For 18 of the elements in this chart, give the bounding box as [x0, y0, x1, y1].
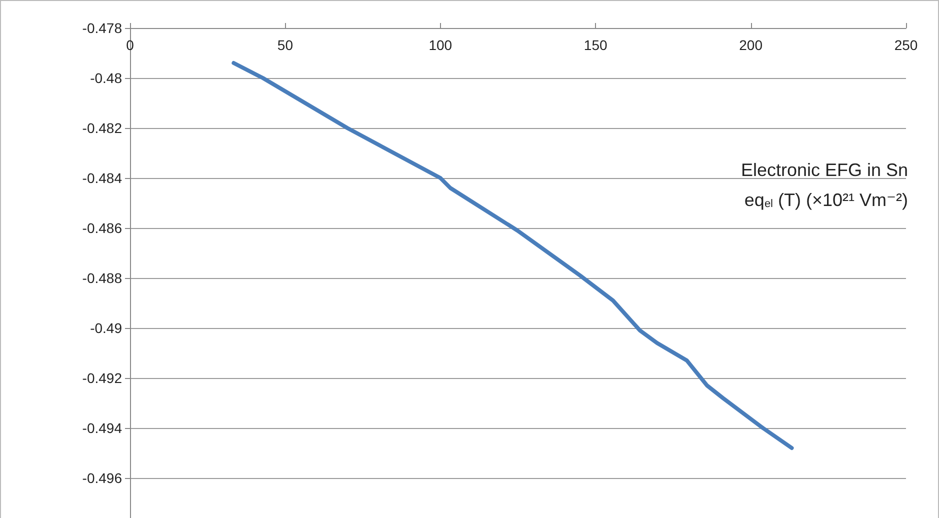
y-tick-label: -0.486 [82, 220, 122, 236]
x-tick-label: 150 [584, 37, 608, 53]
annotation: eqel (T) (×10²¹ Vm⁻²) [744, 190, 908, 210]
y-tick-label: -0.492 [82, 370, 122, 386]
y-tick-label: -0.49 [90, 320, 122, 336]
y-tick-label: -0.484 [82, 170, 122, 186]
y-tick-label: -0.478 [82, 20, 122, 36]
x-tick-label: 100 [428, 37, 452, 53]
x-tick-label: 50 [277, 37, 294, 53]
y-tick-label: -0.496 [82, 470, 122, 486]
x-tick-label: 250 [894, 37, 918, 53]
annotation: Electronic EFG in Sn [740, 160, 908, 180]
x-tick-label: 200 [739, 37, 763, 53]
x-tick-label: 0 [126, 37, 134, 53]
y-tick-label: -0.494 [82, 420, 122, 436]
y-tick-label: -0.488 [82, 270, 122, 286]
y-tick-label: -0.48 [90, 70, 122, 86]
y-tick-label: -0.482 [82, 120, 122, 136]
